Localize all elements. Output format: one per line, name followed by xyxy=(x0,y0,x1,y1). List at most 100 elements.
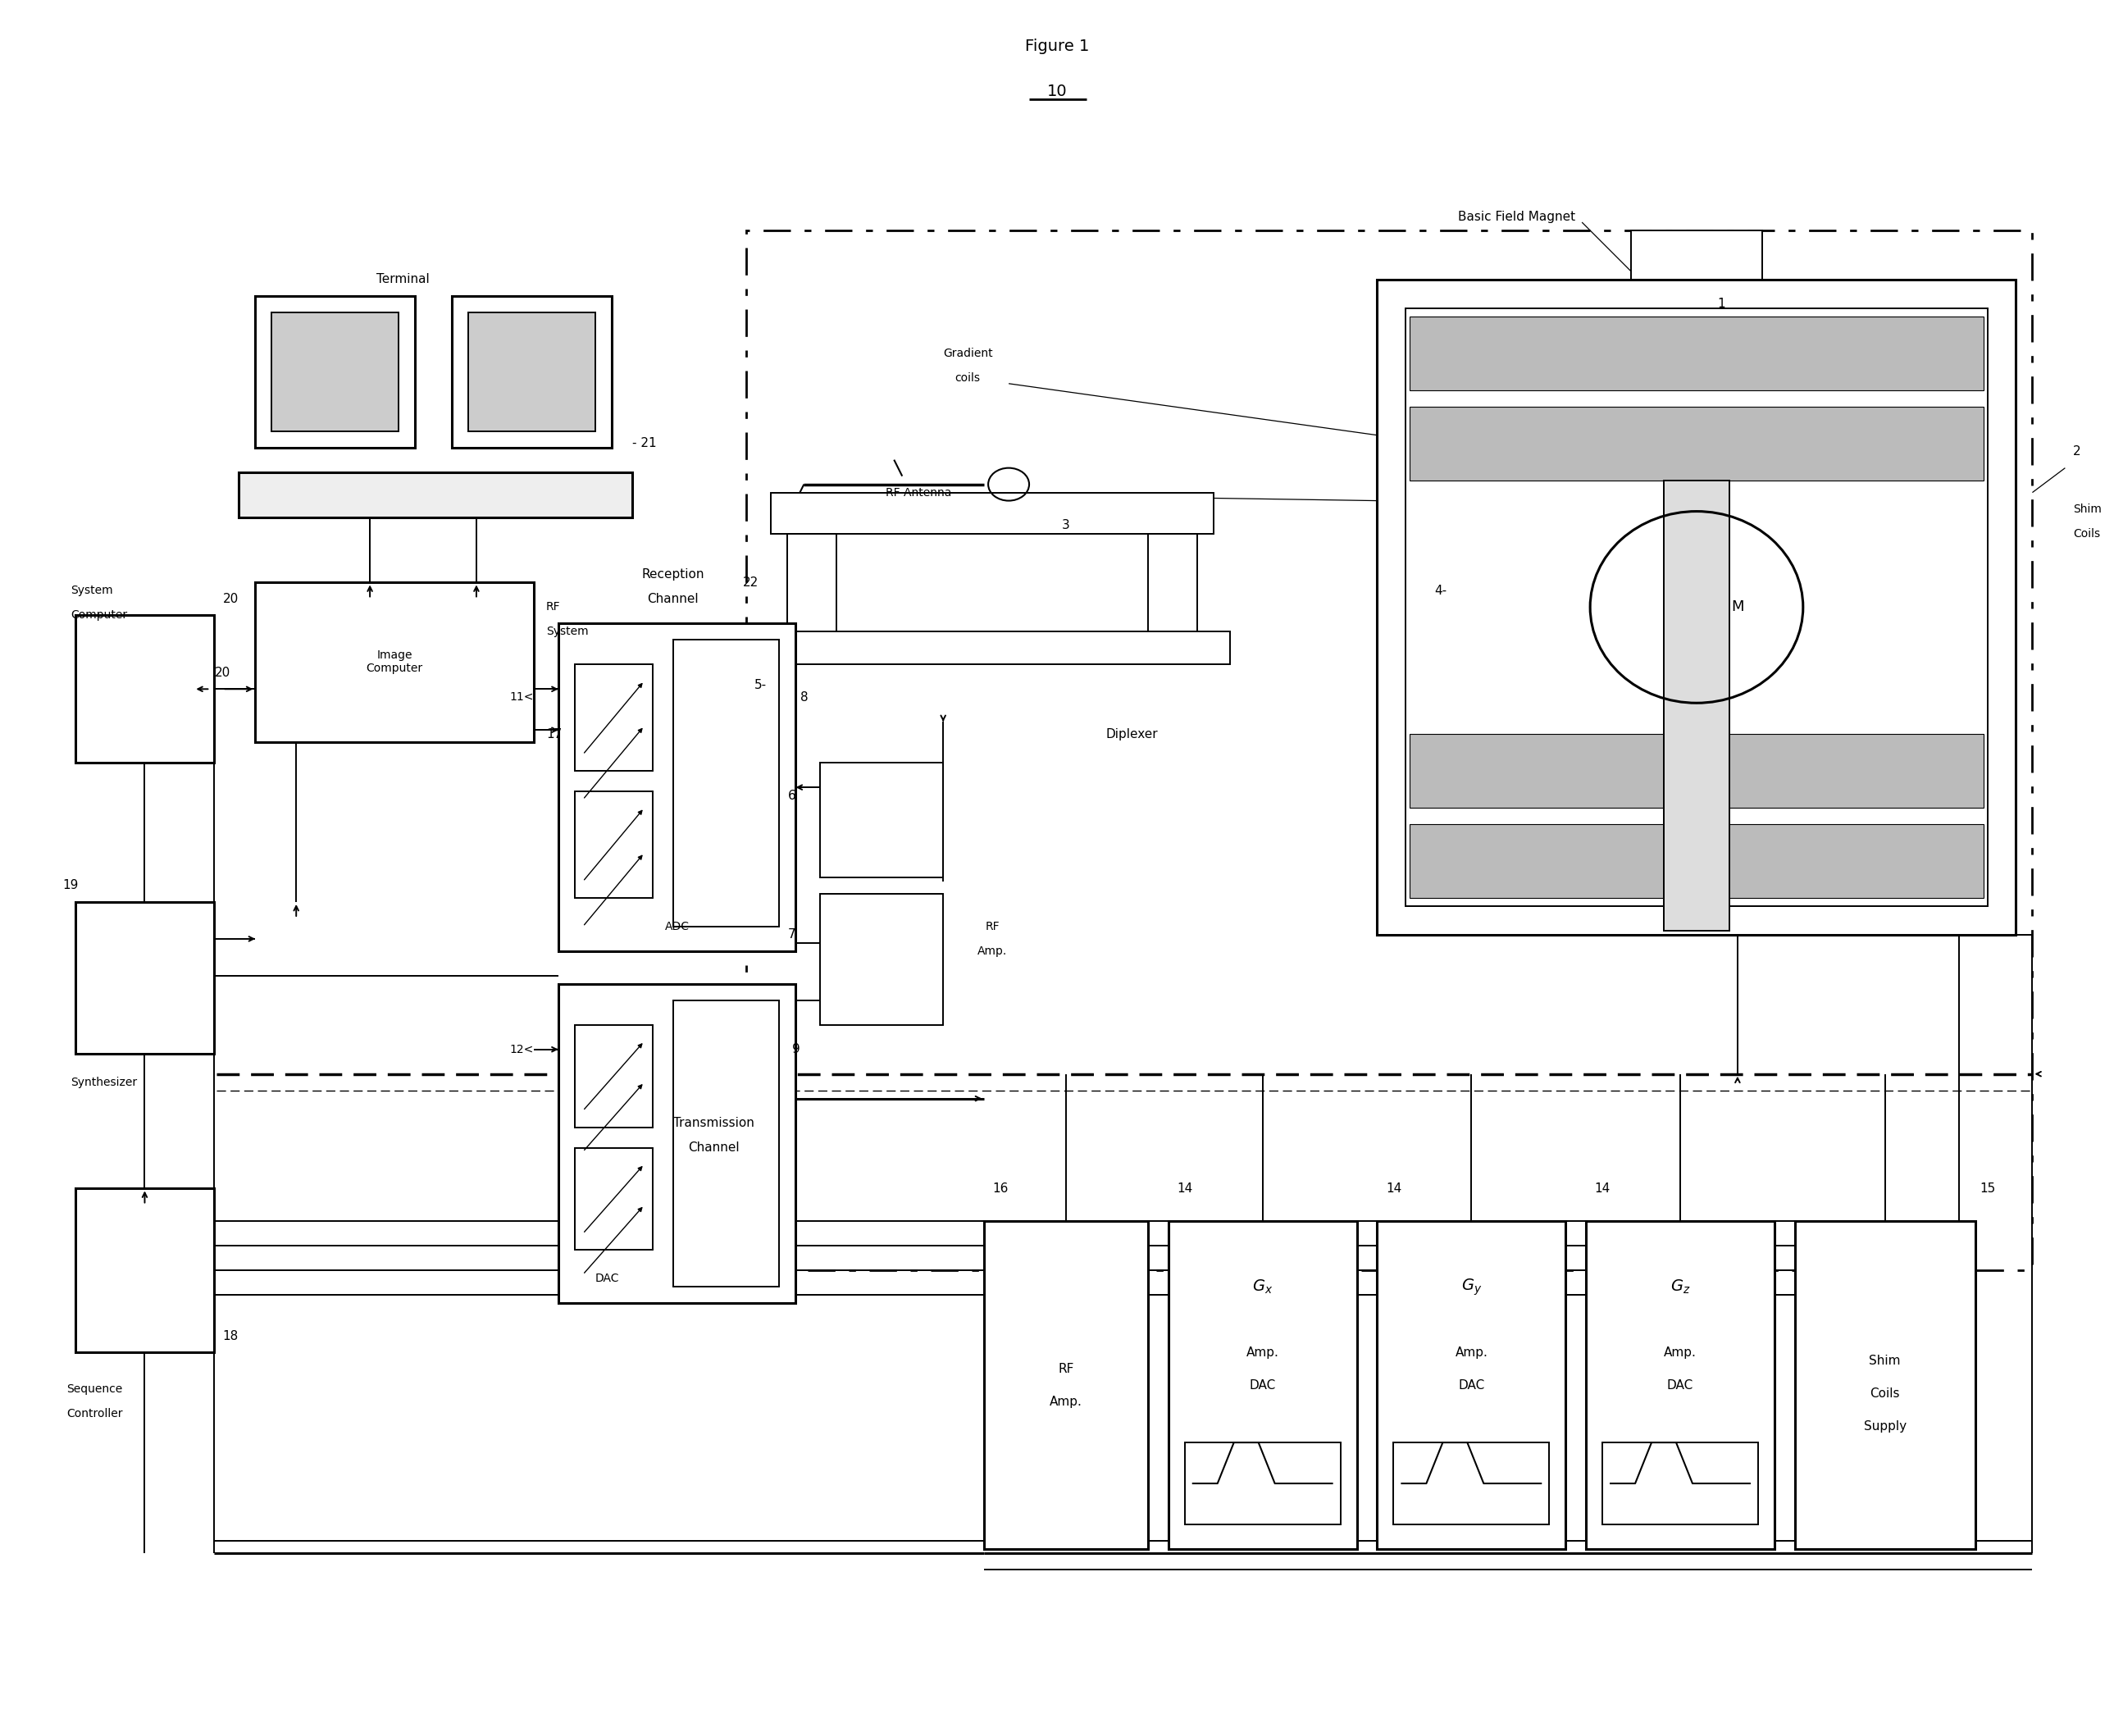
Text: - 21: - 21 xyxy=(632,437,655,450)
Text: 17: 17 xyxy=(545,727,562,740)
Text: Amp.: Amp. xyxy=(1454,1345,1488,1359)
Text: Coils: Coils xyxy=(1871,1387,1900,1399)
Text: 11<: 11< xyxy=(509,691,533,703)
FancyBboxPatch shape xyxy=(1148,533,1197,632)
Text: RF Antenna: RF Antenna xyxy=(886,486,951,498)
Text: 16: 16 xyxy=(994,1182,1008,1194)
FancyBboxPatch shape xyxy=(985,1222,1148,1549)
Text: Image
Computer: Image Computer xyxy=(366,649,423,674)
FancyBboxPatch shape xyxy=(575,792,653,898)
Text: Shim: Shim xyxy=(2074,503,2101,514)
Text: 9: 9 xyxy=(793,1043,799,1055)
FancyBboxPatch shape xyxy=(1410,825,1983,898)
FancyBboxPatch shape xyxy=(820,894,943,1024)
FancyBboxPatch shape xyxy=(452,295,611,448)
Text: 20: 20 xyxy=(216,667,230,679)
FancyBboxPatch shape xyxy=(1410,734,1983,807)
Text: 22: 22 xyxy=(742,576,759,589)
FancyBboxPatch shape xyxy=(1795,1222,1974,1549)
FancyBboxPatch shape xyxy=(755,632,1230,665)
Text: 1: 1 xyxy=(1717,299,1725,311)
Text: Amp.: Amp. xyxy=(1247,1345,1279,1359)
Text: $G_z$: $G_z$ xyxy=(1670,1278,1691,1295)
FancyBboxPatch shape xyxy=(772,493,1213,533)
Text: System: System xyxy=(545,627,588,637)
FancyBboxPatch shape xyxy=(1406,309,1987,906)
Text: 14: 14 xyxy=(1385,1182,1402,1194)
Text: Figure 1: Figure 1 xyxy=(1025,38,1089,54)
Text: DAC: DAC xyxy=(596,1272,619,1285)
Text: coils: coils xyxy=(956,372,981,384)
FancyBboxPatch shape xyxy=(1169,1222,1357,1549)
Text: DAC: DAC xyxy=(1249,1378,1275,1391)
FancyBboxPatch shape xyxy=(467,312,596,431)
Text: Controller: Controller xyxy=(68,1408,123,1420)
Text: Diplexer: Diplexer xyxy=(1106,727,1158,740)
FancyBboxPatch shape xyxy=(1664,481,1729,930)
FancyBboxPatch shape xyxy=(1410,406,1983,481)
FancyBboxPatch shape xyxy=(789,533,837,632)
Text: $G_x$: $G_x$ xyxy=(1251,1278,1273,1295)
FancyBboxPatch shape xyxy=(1632,231,1763,279)
Text: Coils: Coils xyxy=(2074,528,2101,540)
FancyBboxPatch shape xyxy=(558,984,795,1304)
Text: Supply: Supply xyxy=(1865,1420,1907,1432)
Text: M: M xyxy=(1731,599,1744,615)
Text: Channel: Channel xyxy=(647,592,698,606)
Text: 14: 14 xyxy=(1177,1182,1192,1194)
FancyBboxPatch shape xyxy=(1410,316,1983,391)
Text: RF: RF xyxy=(545,601,560,613)
Text: Amp.: Amp. xyxy=(1051,1396,1082,1408)
FancyBboxPatch shape xyxy=(256,295,414,448)
Text: System: System xyxy=(72,585,114,597)
Text: 4-: 4- xyxy=(1435,585,1446,597)
Text: Reception: Reception xyxy=(641,568,704,580)
FancyBboxPatch shape xyxy=(746,231,2032,1271)
FancyBboxPatch shape xyxy=(558,623,795,951)
Text: 15: 15 xyxy=(1979,1182,1996,1194)
Text: Transmission: Transmission xyxy=(674,1116,755,1128)
Text: 18: 18 xyxy=(222,1330,239,1342)
FancyBboxPatch shape xyxy=(271,312,400,431)
FancyBboxPatch shape xyxy=(672,641,780,927)
FancyBboxPatch shape xyxy=(820,762,943,877)
Text: Channel: Channel xyxy=(689,1142,740,1154)
Text: 7: 7 xyxy=(789,929,795,941)
Text: Basic Field Magnet: Basic Field Magnet xyxy=(1459,210,1575,222)
FancyBboxPatch shape xyxy=(76,615,214,762)
FancyBboxPatch shape xyxy=(672,1000,780,1286)
Text: 2: 2 xyxy=(2074,446,2080,458)
Text: 14: 14 xyxy=(1594,1182,1611,1194)
Text: 12<: 12< xyxy=(509,1043,533,1055)
FancyBboxPatch shape xyxy=(76,903,214,1054)
Text: Computer: Computer xyxy=(72,609,127,621)
Text: 20: 20 xyxy=(222,592,239,606)
Text: Sequence: Sequence xyxy=(68,1384,123,1396)
FancyBboxPatch shape xyxy=(575,1147,653,1250)
Text: DAC: DAC xyxy=(1459,1378,1484,1391)
FancyBboxPatch shape xyxy=(575,1024,653,1127)
FancyBboxPatch shape xyxy=(256,583,533,743)
FancyBboxPatch shape xyxy=(1184,1443,1340,1524)
FancyBboxPatch shape xyxy=(1393,1443,1550,1524)
Text: RF: RF xyxy=(985,920,1000,932)
Text: Amp.: Amp. xyxy=(977,946,1006,957)
FancyBboxPatch shape xyxy=(1376,279,2017,934)
Text: DAC: DAC xyxy=(1668,1378,1693,1391)
FancyBboxPatch shape xyxy=(575,665,653,771)
FancyBboxPatch shape xyxy=(1602,1443,1759,1524)
Text: Terminal: Terminal xyxy=(376,274,429,286)
Text: Synthesizer: Synthesizer xyxy=(72,1076,137,1088)
Text: 10: 10 xyxy=(1046,83,1068,99)
Text: Gradient: Gradient xyxy=(943,347,994,359)
Text: RF: RF xyxy=(1059,1363,1074,1375)
Text: 3: 3 xyxy=(1061,519,1070,531)
Text: 6: 6 xyxy=(789,790,795,802)
FancyBboxPatch shape xyxy=(239,472,632,517)
Text: Amp.: Amp. xyxy=(1664,1345,1698,1359)
FancyBboxPatch shape xyxy=(76,1189,214,1352)
Text: 8: 8 xyxy=(799,691,808,703)
Text: 19: 19 xyxy=(63,880,78,892)
Text: ADC: ADC xyxy=(664,920,689,932)
Text: $G_y$: $G_y$ xyxy=(1461,1278,1482,1297)
